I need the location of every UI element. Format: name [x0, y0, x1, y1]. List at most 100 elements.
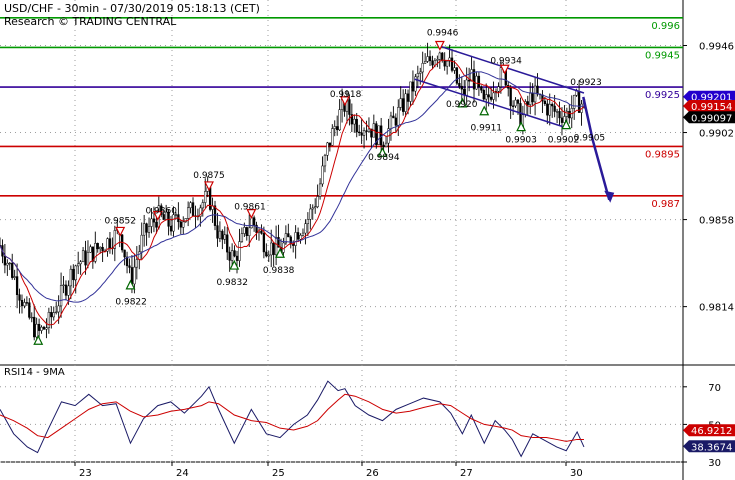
up-triangle-icon: [516, 121, 527, 132]
candle-body: [113, 230, 116, 249]
candle-body: [199, 207, 202, 217]
candle-body: [553, 105, 556, 112]
candle-body: [419, 71, 422, 74]
candle-body: [89, 246, 92, 253]
candle-body: [311, 207, 314, 210]
candle-body: [94, 243, 97, 262]
candle-body: [238, 241, 241, 261]
candle-body: [382, 144, 385, 148]
price-annotation-label: 0.9903: [505, 135, 537, 145]
down-triangle-icon: [339, 96, 350, 107]
candle-body: [245, 227, 248, 236]
candle-body: [101, 246, 104, 252]
chart-subtitle: Research © TRADING CENTRAL: [4, 15, 177, 28]
price-tag-label: 0.99097: [691, 113, 732, 124]
candle-body: [42, 326, 46, 330]
candle-body: [274, 237, 278, 255]
candle-body: [365, 130, 368, 132]
candle-body: [560, 117, 564, 123]
candle-body: [360, 132, 363, 136]
candle-body: [318, 183, 322, 197]
candle-body: [568, 110, 571, 119]
price-annotation-label: 0.9934: [490, 56, 522, 66]
candle-body: [35, 323, 38, 338]
price-annotation-label: 0.9860: [145, 207, 177, 217]
candle-body: [221, 230, 224, 240]
candle-body: [52, 312, 55, 318]
candle-body: [233, 250, 236, 257]
y-tick-label: 0.9858: [699, 216, 734, 227]
price-annotation-label: 0.9894: [368, 153, 400, 163]
candle-body: [441, 52, 444, 61]
candle-body: [526, 101, 529, 105]
x-tick-label: 23: [79, 468, 92, 479]
moving-averages: [0, 59, 585, 326]
candle-body: [169, 226, 173, 232]
candle-body: [348, 99, 351, 115]
candle-body: [558, 111, 561, 119]
candle-body: [30, 316, 33, 319]
candle-body: [64, 284, 68, 296]
candle-body: [511, 105, 515, 107]
rsi-lines: [0, 380, 585, 458]
candle-body: [380, 125, 383, 146]
candle-body: [428, 56, 432, 62]
candle-body: [140, 234, 143, 253]
candle-body: [45, 327, 48, 330]
candle-body: [489, 96, 493, 100]
price-annotation-label: 0.9923: [570, 78, 602, 88]
candle-body: [514, 99, 517, 107]
candle-body: [336, 126, 339, 131]
x-tick-label: 27: [460, 468, 473, 479]
price-annotation-label: 0.9911: [471, 124, 503, 134]
candle-body: [86, 252, 90, 266]
candle-body: [516, 99, 520, 104]
candle-body: [228, 251, 231, 261]
candle-body: [108, 238, 112, 249]
candle-body: [204, 191, 207, 203]
candle-body: [543, 100, 547, 105]
x-tick-label: 26: [366, 468, 379, 479]
price-annotation-label: 0.9902: [548, 135, 580, 145]
candle-body: [565, 110, 569, 117]
candle-body: [213, 205, 217, 226]
rsi-value-tag: [683, 424, 735, 437]
candle-body: [414, 76, 417, 92]
candle-body: [394, 117, 397, 126]
candle-body: [160, 205, 163, 215]
candle-body: [289, 236, 292, 245]
candle-body: [480, 86, 483, 91]
candle-body: [328, 142, 332, 146]
candle-body: [272, 242, 275, 255]
candle-body: [282, 242, 285, 253]
candle-body: [260, 230, 263, 234]
candle-body: [250, 217, 253, 229]
candle-body: [11, 262, 14, 278]
candle-body: [426, 56, 429, 62]
candle-body: [448, 57, 451, 62]
candle-body: [397, 107, 400, 126]
candle-body: [355, 118, 358, 133]
x-tick-label: 30: [570, 468, 583, 479]
candle-body: [240, 233, 244, 242]
candle-body: [358, 131, 361, 134]
candle-body: [230, 250, 234, 261]
candle-body: [84, 250, 87, 266]
candle-body: [575, 90, 578, 96]
price-annotation-label: 0.9920: [446, 100, 478, 110]
candle-body: [392, 115, 395, 119]
candle-body: [147, 226, 151, 233]
price-annotation-label: 0.9822: [115, 298, 147, 308]
price-level-label: 0.996: [651, 21, 680, 32]
up-triangle-icon: [479, 105, 490, 116]
candle-body: [563, 116, 566, 123]
rsi-value-tag-label: 38.3674: [691, 442, 732, 453]
price-annotation-label: 0.9946: [427, 29, 459, 39]
forecast-arrow-head: [604, 190, 615, 203]
candle-body: [96, 243, 99, 250]
candle-body: [409, 81, 412, 102]
candle-body: [6, 262, 9, 266]
candle-body: [309, 208, 312, 220]
